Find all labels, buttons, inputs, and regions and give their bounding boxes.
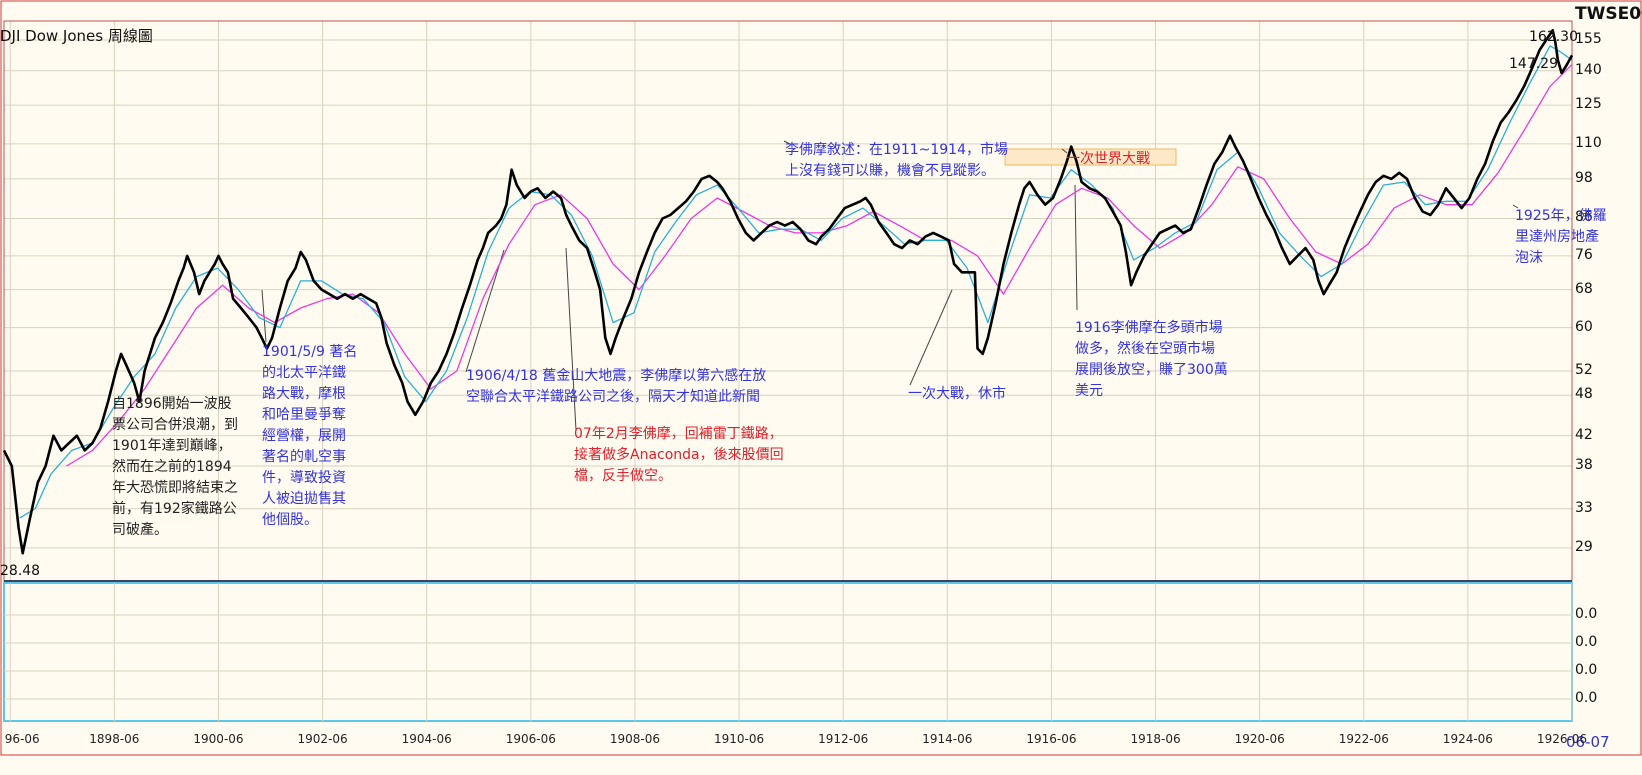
annotation-leader-lines <box>261 140 1519 431</box>
leader-1911 <box>783 140 791 145</box>
series-layer <box>2 28 1574 555</box>
y-tick-label: 29 <box>1575 538 1593 555</box>
lower-tick-label: 0.0 <box>1575 606 1598 622</box>
lower-panel-border <box>3 582 1573 722</box>
price-line <box>2 28 1574 555</box>
highlight-box <box>1004 148 1177 166</box>
y-tick-label: 42 <box>1575 426 1593 443</box>
x-tick-label: 1898-06 <box>89 732 140 746</box>
leader-1925 <box>1512 204 1519 209</box>
x-tick-label: 1916-06 <box>1026 732 1077 746</box>
symbol-label: TWSE00 <box>1575 4 1642 24</box>
x-tick-label: 1902-06 <box>297 732 348 746</box>
end-date-label: 06-07 <box>1566 733 1610 751</box>
ma-long-line <box>66 63 1573 467</box>
x-tick-label: 1904-06 <box>401 732 452 746</box>
leader-1906 <box>465 249 505 373</box>
x-tick-label: 1914-06 <box>922 732 973 746</box>
annotation-1916: 1916李佛摩在多頭市場 做多，然後在空頭市場 展開後放空，賺了300萬 美元 <box>1075 320 1228 399</box>
y-tick-label: 98 <box>1575 169 1593 186</box>
annotation-1911: 李佛摩敘述：在1911~1914，市場 上沒有錢可以賺，機會不見蹤影。 <box>785 142 1008 179</box>
x-tick-label: 1924-06 <box>1442 732 1493 746</box>
y-tick-label: 140 <box>1575 61 1602 78</box>
x-tick-label: 1906-06 <box>505 732 556 746</box>
ma-short-line <box>19 45 1573 519</box>
y-tick-label: 48 <box>1575 386 1593 403</box>
x-tick-label: 1912-06 <box>818 732 869 746</box>
y-tick-label: 52 <box>1575 361 1593 378</box>
y-tick-label: 38 <box>1575 456 1593 473</box>
x-tick-label: 1922-06 <box>1338 732 1389 746</box>
annotation-1914: 一次大戰，休市 <box>908 386 1006 402</box>
y-tick-label: 76 <box>1575 246 1593 263</box>
annotation-ww1: 一次世界大戰 <box>1066 151 1150 167</box>
annotation-1901: 1901/5/9 著名 的北太平洋鐵 路大戰，摩根 和哈里曼爭奪 經營權，展開 … <box>262 344 358 528</box>
y-tick-label: 125 <box>1575 96 1602 113</box>
chart-title: DJI Dow Jones 周線圖 <box>0 27 153 45</box>
grid-lines <box>4 21 1573 581</box>
leader-1907 <box>565 247 577 431</box>
annotation-1896: 自1896開始一波股 票公司合併浪潮，到 1901年達到巔峰， 然而在之前的18… <box>112 396 238 538</box>
y-tick-label: 68 <box>1575 280 1593 297</box>
x-tick-label: 1926-06 <box>1536 732 1588 746</box>
y-tick-label: 155 <box>1575 30 1602 47</box>
lower-tick-label: 0.0 <box>1575 662 1598 678</box>
y-tick-label: 60 <box>1575 318 1593 335</box>
lower-tick-label: 0.0 <box>1575 690 1598 706</box>
x-tick-label: 1900-06 <box>193 732 244 746</box>
x-tick-label: 1920-06 <box>1234 732 1285 746</box>
x-tick-label: 1910-06 <box>713 732 765 746</box>
low-value-label: 28.48 <box>0 563 41 579</box>
high-value-label: 162.30 <box>1529 29 1578 45</box>
last-value-label: 147.29 <box>1509 56 1558 72</box>
x-tick-label: 96-06 <box>4 732 40 746</box>
x-tick-label: 1918-06 <box>1130 732 1181 746</box>
lower-panel-grid <box>4 583 1573 721</box>
leader-1914 <box>909 289 953 386</box>
annotation-1907: 07年2月李佛摩，回補雷丁鐵路， 接著做多Anaconda，後來股價回 檔，反手… <box>574 426 784 484</box>
lower-tick-label: 0.0 <box>1575 634 1598 650</box>
y-tick-label: 33 <box>1575 499 1593 516</box>
y-tick-label: 86 <box>1575 209 1593 226</box>
annotation-1906: 1906/4/18 舊金山大地震，李佛摩以第六感在放 空聯合太平洋鐵路公司之後，… <box>466 368 767 405</box>
annotation-1925: 1925年，佛羅 里達州房地產 泡沫 <box>1515 208 1607 266</box>
outer-frame <box>0 0 1642 756</box>
leader-ww1 <box>1061 148 1068 154</box>
y-tick-label: 110 <box>1575 134 1602 151</box>
x-tick-label: 1908-06 <box>609 732 661 746</box>
leader-1916 <box>1074 184 1078 311</box>
